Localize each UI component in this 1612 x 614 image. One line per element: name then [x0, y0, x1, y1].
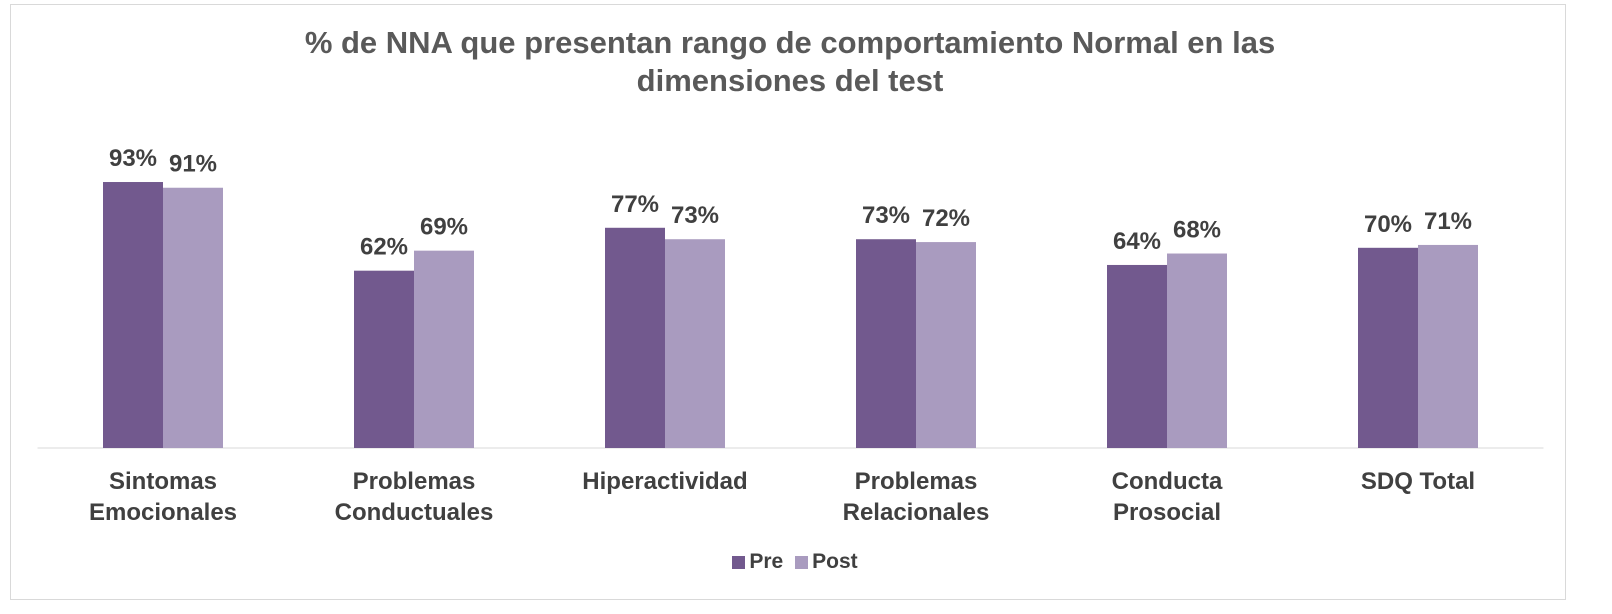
- legend-swatch: [795, 555, 809, 569]
- x-tick-label: SDQ Total: [1360, 468, 1476, 495]
- legend-label: Pre: [749, 550, 784, 573]
- value-label: 77%: [611, 191, 659, 218]
- bar: [1167, 253, 1227, 448]
- value-label: 71%: [1424, 208, 1472, 235]
- bar: [1358, 247, 1418, 448]
- legend-label: Post: [812, 550, 858, 573]
- value-label: 69%: [420, 214, 468, 241]
- bar: [163, 187, 223, 449]
- value-label: 73%: [671, 202, 719, 229]
- x-tick-label: Problemas Relacionales: [842, 468, 990, 526]
- value-label: 62%: [360, 234, 408, 261]
- chart-title: % de NNA que presentan rango de comporta…: [304, 25, 1276, 98]
- bar: [103, 182, 163, 448]
- bar: [605, 227, 665, 448]
- value-label: 68%: [1173, 217, 1221, 244]
- value-label: 93%: [109, 145, 157, 172]
- bar: [665, 239, 725, 448]
- bar: [1418, 244, 1478, 448]
- value-label: 73%: [862, 202, 910, 229]
- value-label: 72%: [922, 205, 970, 232]
- legend: Pre Post: [0, 550, 1590, 574]
- value-label: 91%: [169, 151, 217, 178]
- x-tick-label: Hiperactividad: [582, 468, 748, 495]
- legend-item: Pre: [732, 550, 783, 574]
- chart-frame: [10, 4, 1566, 600]
- x-tick-label: Conducta Prosocial: [1111, 468, 1223, 526]
- legend-swatch: [732, 555, 746, 569]
- bar: [1107, 264, 1167, 448]
- bar: [916, 242, 976, 448]
- value-label: 64%: [1113, 228, 1161, 255]
- legend-item: Post: [795, 550, 858, 574]
- bar: [856, 239, 916, 448]
- bar: [414, 250, 474, 448]
- bar: [354, 270, 414, 448]
- value-label: 70%: [1364, 211, 1412, 238]
- x-tick-label: Sintomas Emocionales: [88, 468, 238, 526]
- x-tick-label: Problemas Conductuales: [334, 468, 494, 526]
